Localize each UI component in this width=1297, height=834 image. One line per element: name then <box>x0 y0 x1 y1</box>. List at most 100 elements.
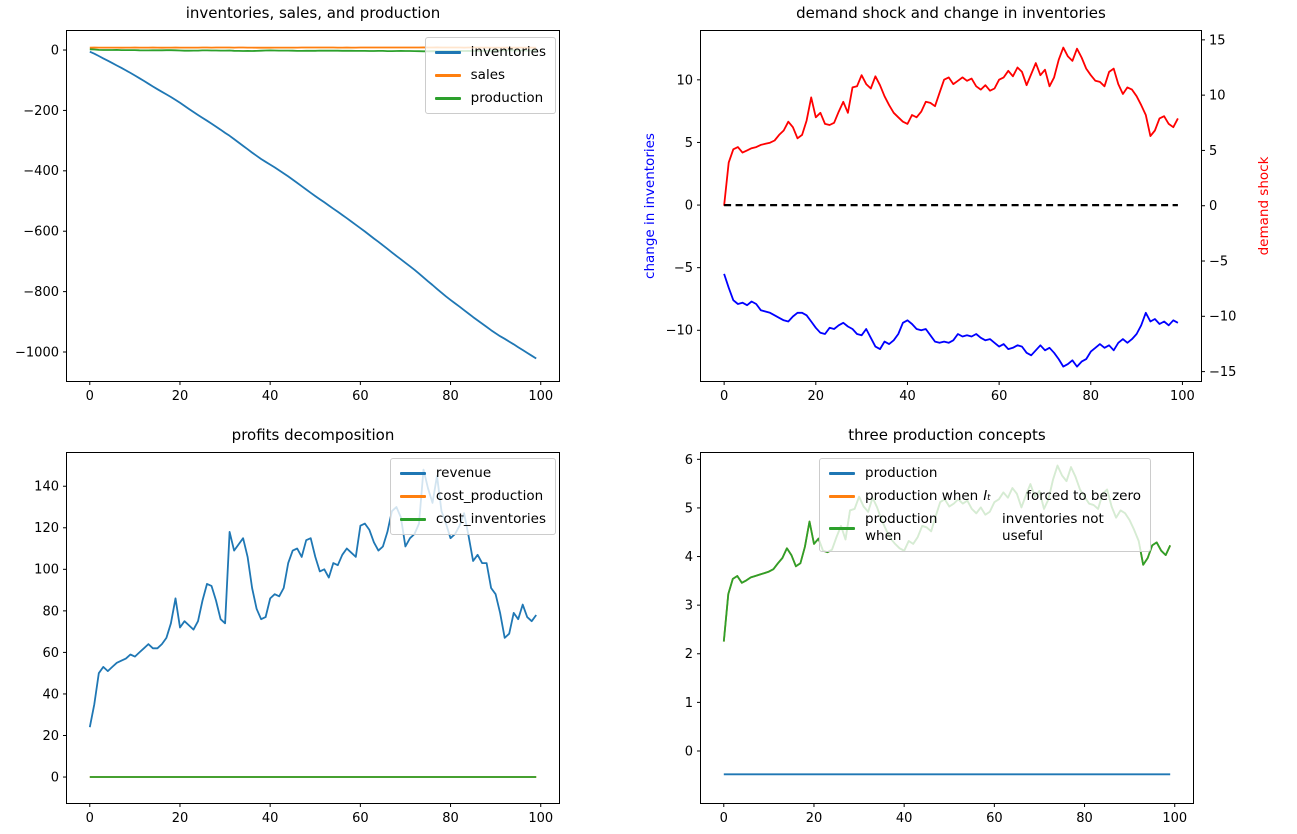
x-tick-label: 60 <box>352 389 369 404</box>
plot-area-bottom_left: 0 20 40 60 80 100 0 20 40 60 80 100 120 140 <box>34 468 553 826</box>
x-tick-label: 0 <box>86 389 94 404</box>
subplot-demand-shock-change-in-inventories: 0 20 40 60 80 100 10 5 0 −5 −10 15 10 5 0 −5 −10 −15 dema… <box>642 4 1272 404</box>
legend-item-cost-production: cost_production <box>399 488 546 505</box>
legend-item-cost-inventories: cost_inventories <box>399 511 546 528</box>
x-tick-label: 80 <box>442 811 459 826</box>
legend-label-2: forced to be zero <box>1026 488 1141 504</box>
x-tick-label: 80 <box>1076 811 1093 826</box>
legend-line-swatch <box>399 472 426 475</box>
x-tick-label: 100 <box>1170 389 1195 404</box>
x-tick-label: 80 <box>1083 389 1100 404</box>
y-tick-label-right: 0 <box>1209 199 1217 214</box>
subplot-inventories-sales-production: 0 20 40 60 80 100 0 −200 −400 −600 −800 −1000 inven… <box>15 4 560 404</box>
legend-line-swatch <box>829 495 855 498</box>
y-tick-label-right: −10 <box>1209 310 1236 325</box>
legend-item-revenue: revenue <box>399 465 546 482</box>
y-tick-label: 60 <box>42 646 59 661</box>
y-tick-label: 6 <box>685 453 693 468</box>
legend-label: inventories <box>470 44 546 60</box>
plot-area-top_right: 0 20 40 60 80 100 10 5 0 −5 −10 15 10 5 0 −5 −10 −15 <box>666 33 1237 404</box>
legend-line-swatch <box>829 526 855 530</box>
x-tick-label: 40 <box>899 389 916 404</box>
x-tick-label: 60 <box>991 389 1008 404</box>
series-change-in-inventories <box>723 273 1179 368</box>
y-tick-label: 0 <box>51 770 59 785</box>
y-tick-label: 0 <box>51 43 59 58</box>
x-tick-label: 40 <box>262 389 279 404</box>
x-tick-label: 100 <box>528 811 553 826</box>
legend-item-inventories: inventories <box>434 44 546 61</box>
y-tick-label: 100 <box>34 563 59 578</box>
legend-item-production-when: production when inventories not useful <box>829 511 1141 545</box>
series-demand-shock <box>723 46 1179 206</box>
y-tick-label-right: 15 <box>1209 33 1226 48</box>
legend-item-production: production <box>829 465 1141 482</box>
y-tick-label-right: −5 <box>1209 254 1228 269</box>
y-tick-label: 40 <box>42 687 59 702</box>
x-tick-label: 60 <box>986 811 1003 826</box>
series-inventories <box>89 50 537 360</box>
y-tick-label: 0 <box>685 198 693 213</box>
x-tick-label: 60 <box>352 811 369 826</box>
x-tick-label: 0 <box>86 811 94 826</box>
legend-item-sales: sales <box>434 67 546 84</box>
subplot-three-production-concepts: 0 20 40 60 80 100 0 1 2 3 4 5 6 three production con… <box>685 426 1194 826</box>
legend-label: production <box>470 90 544 106</box>
y-tick-label-right: 5 <box>1209 144 1217 159</box>
legend-math-symbol: Iₜ <box>983 488 992 504</box>
x-tick-label: 20 <box>806 811 823 826</box>
x-tick-label: 20 <box>808 389 825 404</box>
chart-title-top-left: inventories, sales, and production <box>185 4 441 22</box>
legend-label: production when <box>865 488 979 504</box>
y-tick-label: −5 <box>674 261 693 276</box>
x-tick-label: 20 <box>172 389 189 404</box>
legend-label: cost_production <box>435 488 544 504</box>
legend-item-production: production <box>434 90 546 107</box>
y-tick-label: 4 <box>685 550 693 565</box>
legend-line-swatch <box>399 495 426 498</box>
legend-line-swatch <box>434 74 461 77</box>
legend-label: revenue <box>435 465 492 481</box>
legend-label: cost_inventories <box>435 511 546 527</box>
x-tick-label: 100 <box>528 389 553 404</box>
chart-title-bottom-left: profits decomposition <box>231 426 395 444</box>
x-tick-label: 20 <box>172 811 189 826</box>
legend-top-left: inventories sales production <box>424 37 556 114</box>
legend-line-swatch <box>399 518 426 521</box>
y-tick-label: −200 <box>23 104 59 119</box>
y-tick-label: 2 <box>685 647 693 662</box>
x-tick-label: 100 <box>1162 811 1187 826</box>
legend-bottom-left: revenue cost_production cost_inventories <box>389 458 556 535</box>
y-tick-label: 5 <box>685 501 693 516</box>
legend-label: sales <box>470 67 506 83</box>
y-tick-label: 140 <box>34 480 59 495</box>
subplot-profits-decomposition: 0 20 40 60 80 100 0 20 40 60 80 100 120 140 profits d… <box>34 426 560 826</box>
y-tick-label: −1000 <box>15 345 59 360</box>
y-tick-label-right: 10 <box>1209 89 1226 104</box>
y-tick-label-right: −15 <box>1209 365 1236 380</box>
chart-title-top-right: demand shock and change in inventories <box>796 4 1106 22</box>
plot-area-top_left: 0 20 40 60 80 100 0 −200 −400 −600 −800 −1000 <box>15 43 553 404</box>
y-tick-label: 1 <box>685 696 693 711</box>
y-tick-label: −800 <box>23 285 59 300</box>
y-tick-label: 120 <box>34 521 59 536</box>
x-tick-label: 0 <box>720 811 728 826</box>
legend-bottom-right: production production when Iₜ forced to be … <box>819 458 1151 552</box>
y-tick-label: 80 <box>42 604 59 619</box>
y-tick-label: 10 <box>676 73 693 88</box>
y-tick-label: −400 <box>23 164 59 179</box>
legend-item-production-when: production when Iₜ forced to be zero <box>829 488 1141 505</box>
y-axis-label-demand-shock: demand shock <box>1256 156 1272 256</box>
y-tick-label: 5 <box>685 136 693 151</box>
y-tick-label: 0 <box>685 744 693 759</box>
x-tick-label: 0 <box>720 389 728 404</box>
y-tick-label: 20 <box>42 729 59 744</box>
x-tick-label: 80 <box>442 389 459 404</box>
legend-line-swatch <box>829 472 855 475</box>
chart-title-bottom-right: three production concepts <box>848 426 1046 444</box>
y-tick-label: −10 <box>666 324 693 339</box>
legend-label: production when <box>865 511 938 544</box>
x-tick-label: 40 <box>262 811 279 826</box>
y-axis-label-change-in-inventories: change in inventories <box>642 133 658 279</box>
